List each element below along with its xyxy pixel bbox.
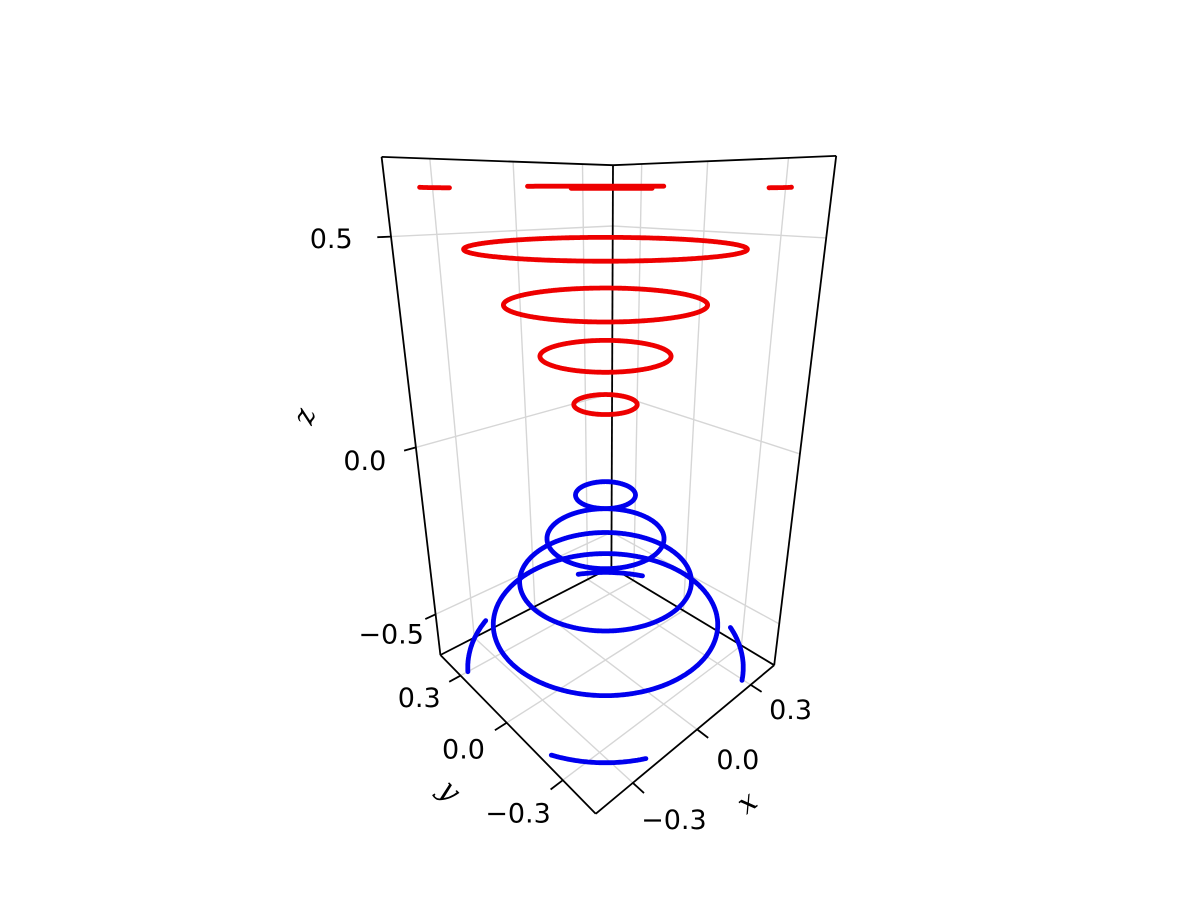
- box-edge: [612, 155, 837, 167]
- x-tick-label: −0.3: [641, 805, 707, 836]
- box-edge: [610, 566, 775, 666]
- y-axis-title: y: [431, 771, 468, 808]
- y-tick-label: −0.3: [485, 799, 551, 830]
- tick-labels: 0.30.0−0.30.30.0−0.30.50.0−0.5: [310, 224, 812, 836]
- x-axis-title: x: [730, 784, 764, 821]
- box-edge: [595, 664, 775, 815]
- box-edge: [439, 654, 597, 815]
- wall-grid-line: [415, 392, 613, 449]
- y-tick-label: 0.3: [398, 683, 441, 714]
- ring-path-red: [571, 392, 640, 417]
- wall-grid-line: [611, 392, 801, 455]
- ring-path-blue: [465, 570, 746, 766]
- wall-grid-line: [429, 158, 475, 638]
- floor-grid-line: [473, 637, 634, 784]
- y-axis-tick: [550, 779, 564, 791]
- y-axis-tick: [448, 674, 462, 683]
- ring-curves: [417, 183, 794, 766]
- floor-grid-line: [506, 609, 684, 724]
- floor-grid-line: [587, 578, 751, 686]
- box-edge: [381, 156, 614, 167]
- axis-ticks: [377, 235, 763, 794]
- box-edge: [439, 566, 612, 656]
- grid-lines: [390, 157, 827, 784]
- floor-grid-line: [562, 644, 742, 781]
- wall-grid-line: [682, 161, 709, 611]
- z-axis-tick: [403, 446, 417, 452]
- wall-grid-line: [390, 225, 613, 238]
- floor-grid-line: [460, 579, 635, 677]
- wall-grid-line: [612, 225, 827, 239]
- ring-path-blue: [573, 479, 638, 511]
- x-axis-tick: [750, 684, 763, 693]
- x-tick-label: 0.3: [769, 695, 812, 726]
- x-axis-tick: [632, 782, 645, 794]
- z-axis-tick: [424, 613, 436, 620]
- wall-grid-line: [740, 157, 790, 646]
- ring-path-red: [501, 285, 710, 325]
- box-edge: [773, 155, 838, 666]
- box-edges: [380, 155, 838, 815]
- x-tick-label: 0.0: [716, 745, 759, 776]
- ring-path-red: [417, 183, 794, 191]
- y-axis-tick: [494, 722, 508, 732]
- wall-grid-line: [512, 161, 536, 607]
- wall-grid-line: [611, 531, 780, 625]
- ring-path-blue: [490, 551, 721, 698]
- z-tick-label: 0.0: [343, 446, 386, 477]
- floor-grid-line: [534, 605, 698, 730]
- ring-path-red: [537, 338, 674, 375]
- box-edge: [610, 165, 614, 568]
- ring-path-red: [461, 235, 750, 264]
- y-tick-label: 0.0: [442, 735, 485, 766]
- ring-path-blue: [517, 530, 694, 634]
- z-axis-tick: [377, 235, 392, 239]
- z-tick-label: −0.5: [358, 620, 424, 651]
- z-axis-title: z: [285, 404, 322, 428]
- box-edge: [380, 156, 442, 656]
- z-tick-label: 0.5: [310, 224, 353, 255]
- x-axis-tick: [696, 728, 709, 739]
